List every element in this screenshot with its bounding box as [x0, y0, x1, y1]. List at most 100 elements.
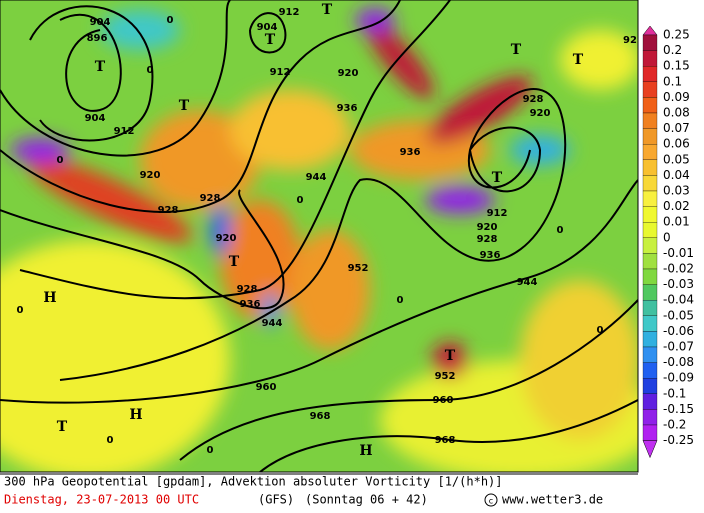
- contour-label: 960: [256, 382, 277, 393]
- contour-label: 928: [523, 94, 544, 105]
- contour-label: 920: [530, 108, 551, 119]
- colorbar-segment: [642, 300, 658, 316]
- pressure-center: T: [445, 348, 456, 364]
- contour-label: 896: [87, 33, 108, 44]
- contour-label: 0: [297, 195, 304, 206]
- contour-label: 904: [90, 17, 111, 28]
- contour-label: 0: [397, 295, 404, 306]
- contour-label: 960: [433, 395, 454, 406]
- pressure-center: H: [43, 290, 56, 306]
- contour-label: 928: [200, 193, 221, 204]
- pressure-center: T: [492, 170, 503, 186]
- colorbar-over-arrow: [642, 25, 658, 36]
- colorbar-under-arrow: [642, 440, 658, 459]
- colorbar-label: -0.08: [663, 355, 694, 369]
- contour-label: 952: [435, 371, 456, 382]
- colorbar-segment: [642, 237, 658, 254]
- contour-label: 936: [337, 103, 358, 114]
- vorticity-field: [0, 8, 638, 472]
- contour-label: 0: [57, 155, 64, 166]
- colorbar-segment: [642, 144, 658, 160]
- contour-label: 936: [480, 250, 501, 261]
- colorbar-segment: [642, 346, 658, 363]
- colorbar-label: -0.2: [663, 418, 686, 432]
- contour-label: 920: [338, 68, 359, 79]
- colorbar-segment: [642, 424, 658, 441]
- contour-label: 0: [167, 15, 174, 26]
- map-frame: [0, 0, 639, 473]
- colorbar-label: 0.03: [663, 184, 690, 198]
- colorbar-label: 0.25: [663, 28, 690, 42]
- colorbar-segment: [642, 362, 658, 379]
- contour-label: 904: [257, 22, 278, 33]
- footer-title: 300 hPa Geopotential [gpdam], Advektion …: [4, 475, 503, 489]
- pressure-center: T: [573, 52, 584, 68]
- contour-label: 944: [306, 172, 327, 183]
- colorbar-segment: [642, 81, 658, 98]
- colorbar-segment: [642, 97, 658, 114]
- pressure-center: T: [229, 254, 240, 270]
- colorbar-label: 0.15: [663, 59, 690, 73]
- contour-label: 920: [477, 222, 498, 233]
- colorbar-segment: [642, 206, 658, 223]
- colorbar-label: -0.02: [663, 262, 694, 276]
- colorbar-segment: [642, 112, 658, 129]
- contour-label: 952: [348, 263, 369, 274]
- contour-label: 928: [477, 234, 498, 245]
- footer-credit: www.wetter3.de: [502, 493, 603, 507]
- contour-label: 92: [623, 35, 637, 46]
- contour-label: 0: [597, 325, 604, 336]
- contour-label: 920: [140, 170, 161, 181]
- contour-label: 0: [17, 305, 24, 316]
- colorbar-label: -0.1: [663, 386, 686, 400]
- colorbar-segment: [642, 331, 658, 348]
- colorbar-label: 0.02: [663, 199, 690, 213]
- colorbar-label: 0.07: [663, 121, 690, 135]
- contour-label: 928: [158, 205, 179, 216]
- contour-label: 968: [435, 435, 456, 446]
- contour-label: 0: [147, 65, 154, 76]
- geopotential-contours: [0, 0, 638, 472]
- colorbar-label: -0.15: [663, 402, 694, 416]
- contour-label: 912: [279, 7, 300, 18]
- contour-label: 944: [517, 277, 538, 288]
- colorbar-label: 0.06: [663, 137, 690, 151]
- colorbar-segment: [642, 34, 658, 51]
- colorbar-segment: [642, 315, 658, 332]
- footer-date: Dienstag, 23-07-2013 00 UTC: [4, 493, 199, 507]
- colorbar-label: 0.04: [663, 168, 690, 182]
- colorbar-segment: [642, 128, 658, 145]
- colorbar-label: -0.05: [663, 308, 694, 322]
- colorbar-label: 0.05: [663, 152, 690, 166]
- colorbar-label: 0: [663, 230, 671, 244]
- contour-label: 0: [207, 445, 214, 456]
- contour-label: 912: [114, 126, 135, 137]
- colorbar-segment: [642, 159, 658, 176]
- contour-label: 944: [262, 318, 283, 329]
- colorbar-segment: [642, 222, 658, 238]
- colorbar-label: -0.09: [663, 371, 694, 385]
- colorbar-label: -0.25: [663, 433, 694, 447]
- colorbar-label: -0.07: [663, 340, 694, 354]
- footer-model: (GFS): [258, 493, 294, 507]
- colorbar-segment: [642, 50, 658, 67]
- pressure-center: H: [129, 407, 142, 423]
- colorbar-label: 0.08: [663, 106, 690, 120]
- colorbar-segment: [642, 284, 658, 301]
- contour-label: 904: [85, 113, 106, 124]
- pressure-center: T: [95, 59, 106, 75]
- pressure-center: T: [265, 32, 276, 48]
- footer-run: (Sonntag 06 + 42): [305, 493, 428, 507]
- colorbar-label: -0.06: [663, 324, 694, 338]
- pressure-center: T: [179, 98, 190, 114]
- contour-label: 0: [557, 225, 564, 236]
- contour-label: 936: [240, 299, 261, 310]
- colorbar-label: -0.01: [663, 246, 694, 260]
- contour-label: 920: [216, 233, 237, 244]
- copyright-icon: [484, 493, 498, 507]
- colorbar-segment: [642, 175, 658, 192]
- colorbar-segment: [642, 268, 658, 285]
- copyright-c: c: [489, 497, 493, 506]
- pressure-center: T: [57, 419, 68, 435]
